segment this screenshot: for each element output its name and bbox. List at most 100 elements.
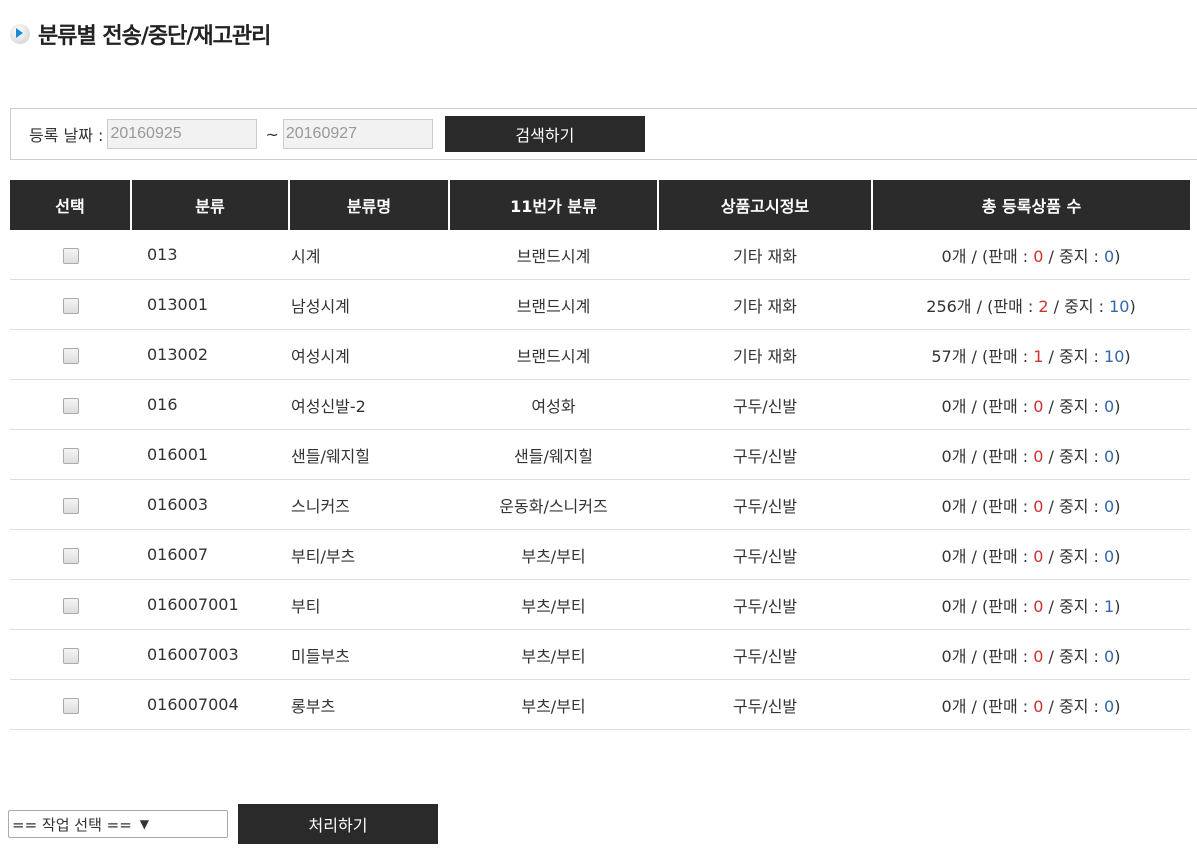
category-code: 016007003 <box>131 629 289 680</box>
table-row: 016007004 롱부츠 부츠/부티 구두/신발 0개 / (판매 : 0 /… <box>10 679 1190 730</box>
category-code: 016003 <box>131 479 289 530</box>
row-checkbox[interactable] <box>62 597 79 614</box>
total-count: 256개 / (판매 : 2 / 중지 : 10) <box>872 279 1190 330</box>
category-code: 013002 <box>131 329 289 380</box>
total-value: 0개 <box>941 396 967 416</box>
table-row: 016007003 미들부츠 부츠/부티 구두/신발 0개 / (판매 : 0 … <box>10 629 1190 680</box>
table-row: 016003 스니커즈 운동화/스니커즈 구두/신발 0개 / (판매 : 0 … <box>10 479 1190 530</box>
stop-count: 0 <box>1104 496 1115 516</box>
row-checkbox[interactable] <box>62 647 79 664</box>
11st-category: 부츠/부티 <box>449 529 658 580</box>
row-select-cell <box>10 429 131 480</box>
notice-info: 구두/신발 <box>658 379 872 430</box>
sale-count: 0 <box>1033 596 1044 616</box>
11st-category: 브랜드시계 <box>449 230 658 280</box>
action-select-value: == 작업 선택 == <box>12 815 132 834</box>
notice-info: 구두/신발 <box>658 579 872 630</box>
total-count: 0개 / (판매 : 0 / 중지 : 0) <box>872 379 1190 430</box>
stop-count: 1 <box>1104 596 1115 616</box>
sale-label: 판매 : <box>988 496 1029 516</box>
notice-info: 구두/신발 <box>658 479 872 530</box>
row-select-cell <box>10 329 131 380</box>
row-checkbox[interactable] <box>62 547 79 564</box>
search-panel: 등록 날짜 : ~ 검색하기 <box>10 108 1197 160</box>
row-select-cell <box>10 479 131 530</box>
row-checkbox[interactable] <box>62 347 79 364</box>
total-count: 0개 / (판매 : 0 / 중지 : 0) <box>872 629 1190 680</box>
11st-category: 브랜드시계 <box>449 279 658 330</box>
sale-label: 판매 : <box>988 446 1029 466</box>
stop-label: 중지 : <box>1059 396 1099 416</box>
header-11st-category: 11번가 분류 <box>448 180 658 230</box>
row-checkbox[interactable] <box>62 247 79 264</box>
search-button[interactable]: 검색하기 <box>444 116 645 152</box>
category-code: 016007 <box>131 529 289 580</box>
row-select-cell <box>10 629 131 680</box>
header-total: 총 등록상품 수 <box>871 180 1190 230</box>
11st-category: 부츠/부티 <box>449 629 658 680</box>
row-checkbox[interactable] <box>62 697 79 714</box>
table-row: 013002 여성시계 브랜드시계 기타 재화 57개 / (판매 : 1 / … <box>10 329 1190 380</box>
sale-count: 0 <box>1033 396 1044 416</box>
row-select-cell <box>10 279 131 330</box>
table-row: 016 여성신발-2 여성화 구두/신발 0개 / (판매 : 0 / 중지 :… <box>10 379 1190 430</box>
sale-label: 판매 : <box>988 396 1029 416</box>
total-value: 0개 <box>941 696 967 716</box>
process-button[interactable]: 처리하기 <box>238 804 438 844</box>
date-from-input[interactable] <box>107 119 258 149</box>
sale-label: 판매 : <box>988 346 1029 366</box>
11st-category: 운동화/스니커즈 <box>449 479 658 530</box>
total-value: 0개 <box>941 496 967 516</box>
row-checkbox[interactable] <box>62 297 79 314</box>
action-select[interactable]: == 작업 선택 == ▼ <box>8 810 228 838</box>
total-value: 0개 <box>941 546 967 566</box>
sale-count: 1 <box>1033 346 1044 366</box>
stop-count: 10 <box>1109 296 1130 316</box>
total-count: 0개 / (판매 : 0 / 중지 : 0) <box>872 230 1190 280</box>
category-name: 부티 <box>289 579 449 630</box>
table-row: 016007 부티/부츠 부츠/부티 구두/신발 0개 / (판매 : 0 / … <box>10 529 1190 580</box>
page-title: 분류별 전송/중단/재고관리 <box>10 18 271 50</box>
notice-info: 기타 재화 <box>658 230 872 280</box>
11st-category: 샌들/웨지힐 <box>449 429 658 480</box>
stop-count: 0 <box>1104 396 1115 416</box>
sale-label: 판매 : <box>988 246 1029 266</box>
total-value: 0개 <box>941 596 967 616</box>
date-to-input[interactable] <box>282 119 433 149</box>
date-label: 등록 날짜 : <box>29 126 104 145</box>
table-row: 016007001 부티 부츠/부티 구두/신발 0개 / (판매 : 0 / … <box>10 579 1190 630</box>
stop-label: 중지 : <box>1059 446 1099 466</box>
category-name: 스니커즈 <box>289 479 449 530</box>
total-count: 57개 / (판매 : 1 / 중지 : 10) <box>872 329 1190 380</box>
stop-count: 0 <box>1104 546 1115 566</box>
category-code: 016001 <box>131 429 289 480</box>
total-value: 57개 <box>931 346 967 366</box>
stop-count: 0 <box>1104 246 1115 266</box>
category-code: 013001 <box>131 279 289 330</box>
stop-label: 중지 : <box>1059 646 1099 666</box>
total-value: 0개 <box>941 646 967 666</box>
sale-count: 0 <box>1033 446 1044 466</box>
row-checkbox[interactable] <box>62 497 79 514</box>
row-checkbox[interactable] <box>62 397 79 414</box>
stop-label: 중지 : <box>1059 696 1099 716</box>
header-select: 선택 <box>10 180 131 230</box>
total-count: 0개 / (판매 : 0 / 중지 : 0) <box>872 479 1190 530</box>
total-value: 0개 <box>941 246 967 266</box>
header-code: 분류 <box>130 180 289 230</box>
header-notice: 상품고시정보 <box>657 180 872 230</box>
stop-count: 10 <box>1104 346 1125 366</box>
category-code: 016 <box>131 379 289 430</box>
category-code: 016007004 <box>131 679 289 730</box>
total-count: 0개 / (판매 : 0 / 중지 : 0) <box>872 529 1190 580</box>
row-checkbox[interactable] <box>62 447 79 464</box>
total-count: 0개 / (판매 : 0 / 중지 : 0) <box>872 679 1190 730</box>
sale-label: 판매 : <box>988 596 1029 616</box>
category-code: 013 <box>131 230 289 280</box>
row-select-cell <box>10 379 131 430</box>
stop-label: 중지 : <box>1059 596 1099 616</box>
stop-label: 중지 : <box>1059 546 1099 566</box>
row-select-cell <box>10 679 131 730</box>
stop-count: 0 <box>1104 646 1115 666</box>
stop-label: 중지 : <box>1059 496 1099 516</box>
